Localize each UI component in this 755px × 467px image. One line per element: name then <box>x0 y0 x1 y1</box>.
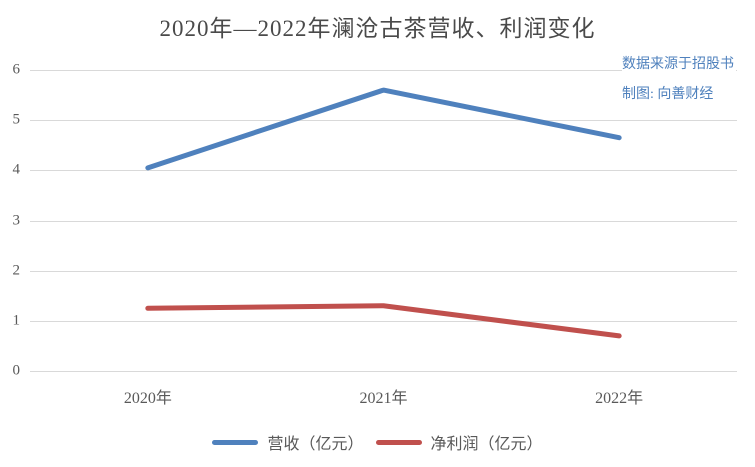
gridline <box>30 170 737 172</box>
gridline <box>30 220 737 222</box>
series-line-0 <box>145 87 622 171</box>
chart-credit-note: 制图: 向善财经 <box>622 83 716 103</box>
gridline <box>30 270 737 272</box>
chart-legend: 营收（亿元） 净利润（亿元） <box>0 430 755 454</box>
chart-title: 2020年—2022年澜沧古茶营收、利润变化 <box>159 16 596 41</box>
y-tick-label: 4 <box>12 161 21 178</box>
legend-item-1: 净利润（亿元） <box>375 430 543 454</box>
legend-swatch-1 <box>375 439 422 445</box>
legend-label-1: 净利润（亿元） <box>430 436 543 453</box>
x-tick-label: 2021年 <box>359 390 408 407</box>
gridline <box>30 70 737 71</box>
x-tick-label: 2022年 <box>595 390 644 407</box>
y-tick-label: 6 <box>12 61 21 78</box>
y-tick-label: 3 <box>12 212 21 228</box>
y-tick-label: 2 <box>12 262 21 279</box>
gridline <box>30 120 737 122</box>
legend-swatch-0 <box>212 439 259 445</box>
x-tick-label: 2020年 <box>123 390 172 407</box>
legend-item-0: 营收（亿元） <box>212 430 364 454</box>
y-tick-label: 5 <box>12 111 21 128</box>
y-tick-label: 1 <box>12 312 21 329</box>
gridline <box>30 371 737 372</box>
data-source-note: 数据来源于招股书 <box>622 53 736 73</box>
series-line-1 <box>145 303 622 339</box>
y-tick-label: 0 <box>12 362 21 379</box>
legend-label-0: 营收（亿元） <box>267 436 364 453</box>
gridline <box>30 320 737 322</box>
